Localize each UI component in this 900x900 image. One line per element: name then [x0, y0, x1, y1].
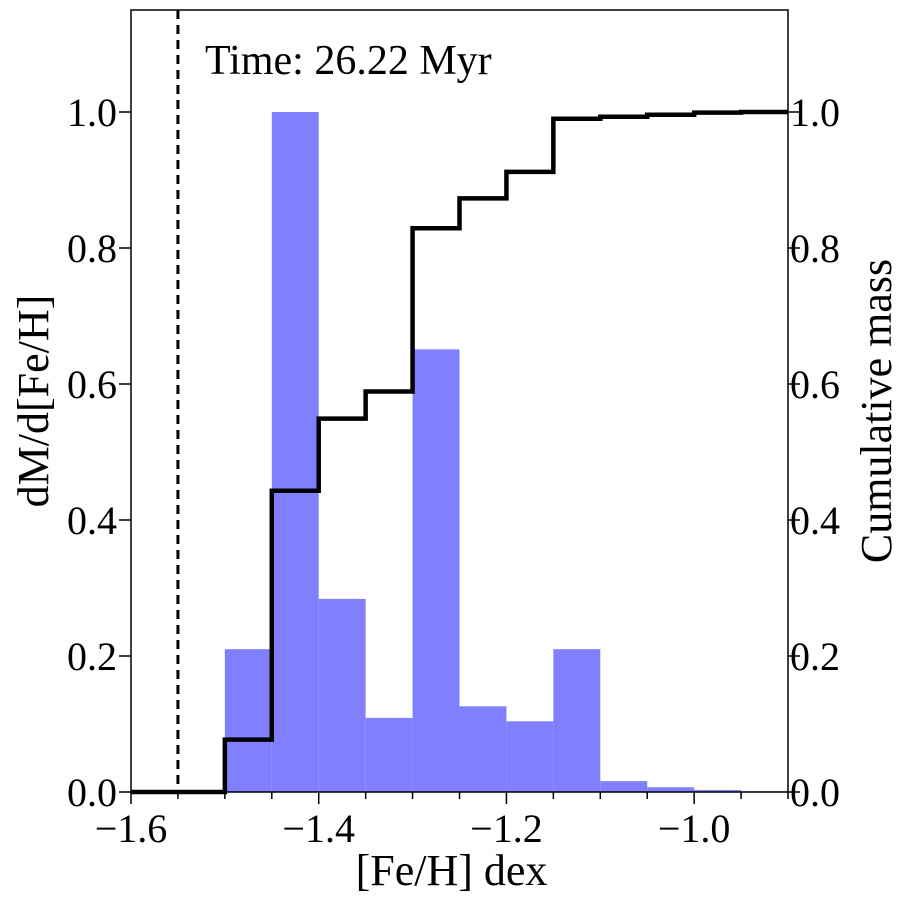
histogram-bar	[553, 649, 601, 792]
y-left-tick-label: 1.0	[67, 90, 117, 135]
y-left-tick-label: 0.2	[67, 634, 117, 679]
y-right-tick-label: 0.0	[790, 770, 840, 815]
x-tick-label: −1.4	[282, 806, 355, 851]
y-right-tick-label: 1.0	[790, 90, 840, 135]
y-right-tick-label: 0.6	[790, 362, 840, 407]
histogram-bar	[694, 789, 742, 792]
axis-ticks: −1.6 −1.4 −1.2 −1.0 0.0 0.0 0.2 0.2 0.4 0.4 0.6 0.6…	[67, 90, 840, 851]
histogram-bar	[647, 787, 695, 792]
y-right-tick-label: 0.8	[790, 226, 840, 271]
histogram-bar	[271, 112, 319, 792]
plot-lines	[131, 10, 788, 795]
time-annotation: Time: 26.22 Myr	[205, 38, 492, 84]
histogram-bar	[365, 717, 413, 792]
y-left-tick-label: 0.0	[67, 770, 117, 815]
y-right-tick-label: 0.2	[790, 634, 840, 679]
cumulative-mass-line	[131, 109, 788, 795]
y-left-tick-label: 0.4	[67, 498, 117, 543]
x-tick-label: −1.2	[470, 806, 543, 851]
histogram-bars	[224, 112, 788, 792]
y-axis-right-title: Cumulative mass	[852, 259, 900, 563]
y-axis-title: dM/d[Fe/H]	[9, 295, 58, 508]
histogram-bar	[600, 781, 648, 792]
y-left-tick-label: 0.8	[67, 226, 117, 271]
histogram-bar	[224, 649, 272, 792]
y-left-tick-label: 0.6	[67, 362, 117, 407]
histogram-bar	[459, 706, 507, 792]
x-tick-label: −1.6	[95, 806, 168, 851]
x-axis-title: [Fe/H] dex	[356, 846, 548, 895]
histogram-bar	[318, 598, 366, 792]
y-right-tick-label: 0.4	[790, 498, 840, 543]
x-tick-label: −1.0	[658, 806, 731, 851]
histogram-bar	[412, 349, 460, 792]
histogram-bar	[506, 721, 554, 792]
